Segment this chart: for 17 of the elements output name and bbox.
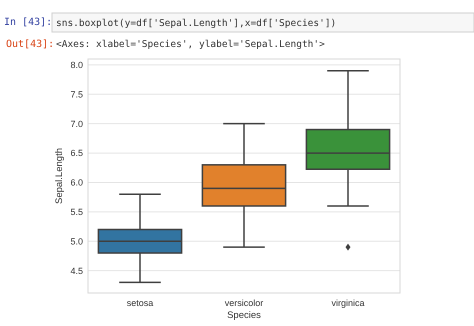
text: In [43]:: [4, 17, 52, 28]
y-tick-label: 6.0: [70, 178, 83, 188]
y-tick-label: 7.5: [70, 89, 83, 100]
y-tick-label: 5.5: [70, 207, 83, 218]
y-tick-label: 4.5: [70, 266, 83, 276]
x-tick-label: setosa: [126, 298, 154, 308]
text: <Axes: xlabel='Species', ylabel='Sepal.Length'>: [56, 39, 326, 50]
y-tick-label: 5.0: [70, 236, 83, 246]
y-tick-label: 6.5: [70, 148, 83, 158]
x-tick-label: versicolor: [224, 298, 264, 308]
x-tick-label: virginica: [331, 298, 365, 308]
y-tick-label: 8.0: [70, 60, 83, 70]
text: Out[43]:: [6, 39, 54, 50]
x-axis-title: Species: [227, 310, 262, 321]
y-axis-title: Sepal.Length: [54, 148, 65, 204]
text: sns.boxplot(y=df['Sepal.Length'],x=df['Species']): [56, 18, 336, 29]
y-tick-label: 7.0: [70, 118, 83, 129]
